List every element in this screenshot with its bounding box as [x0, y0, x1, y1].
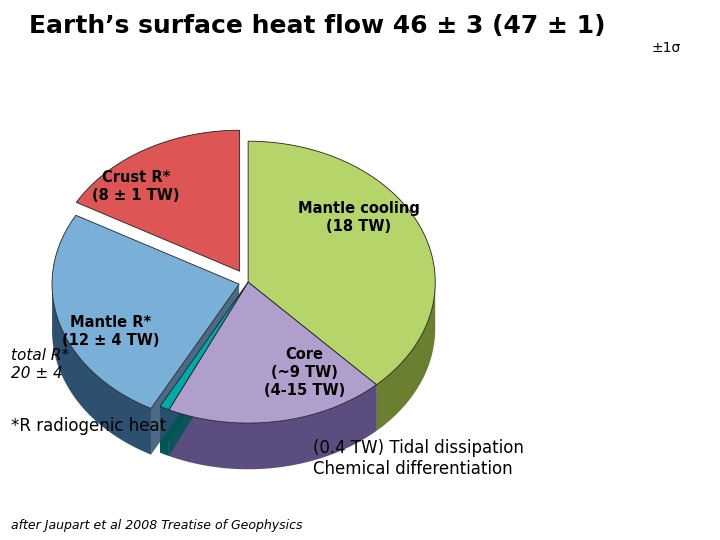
- Polygon shape: [160, 282, 248, 453]
- Polygon shape: [52, 281, 151, 455]
- Polygon shape: [169, 384, 377, 469]
- Text: Mantle cooling
(18 TW): Mantle cooling (18 TW): [298, 201, 420, 234]
- Text: total R*
20 ± 4: total R* 20 ± 4: [11, 348, 69, 381]
- Text: Crust R*
(8 ± 1 TW): Crust R* (8 ± 1 TW): [92, 170, 180, 202]
- Polygon shape: [151, 284, 239, 455]
- Text: Mantle R*
(12 ± 4 TW): Mantle R* (12 ± 4 TW): [62, 315, 159, 348]
- Polygon shape: [76, 130, 240, 271]
- Text: after Jaupart et al 2008 Treatise of Geophysics: after Jaupart et al 2008 Treatise of Geo…: [11, 519, 302, 532]
- Polygon shape: [160, 407, 169, 456]
- Polygon shape: [248, 141, 435, 384]
- Polygon shape: [248, 282, 377, 431]
- Text: Earth’s surface heat flow 46 ± 3 (47 ± 1): Earth’s surface heat flow 46 ± 3 (47 ± 1…: [29, 14, 606, 37]
- Polygon shape: [160, 282, 248, 410]
- Text: Core
(~9 TW)
(4-15 TW): Core (~9 TW) (4-15 TW): [264, 347, 345, 398]
- Text: (0.4 TW) Tidal dissipation
Chemical differentiation: (0.4 TW) Tidal dissipation Chemical diff…: [313, 439, 524, 478]
- Polygon shape: [169, 282, 377, 423]
- Polygon shape: [169, 282, 248, 456]
- Text: ±1σ: ±1σ: [651, 40, 680, 55]
- Polygon shape: [377, 280, 435, 431]
- Polygon shape: [52, 215, 239, 408]
- Polygon shape: [248, 282, 377, 431]
- Text: *R radiogenic heat: *R radiogenic heat: [11, 417, 166, 435]
- Polygon shape: [169, 282, 248, 456]
